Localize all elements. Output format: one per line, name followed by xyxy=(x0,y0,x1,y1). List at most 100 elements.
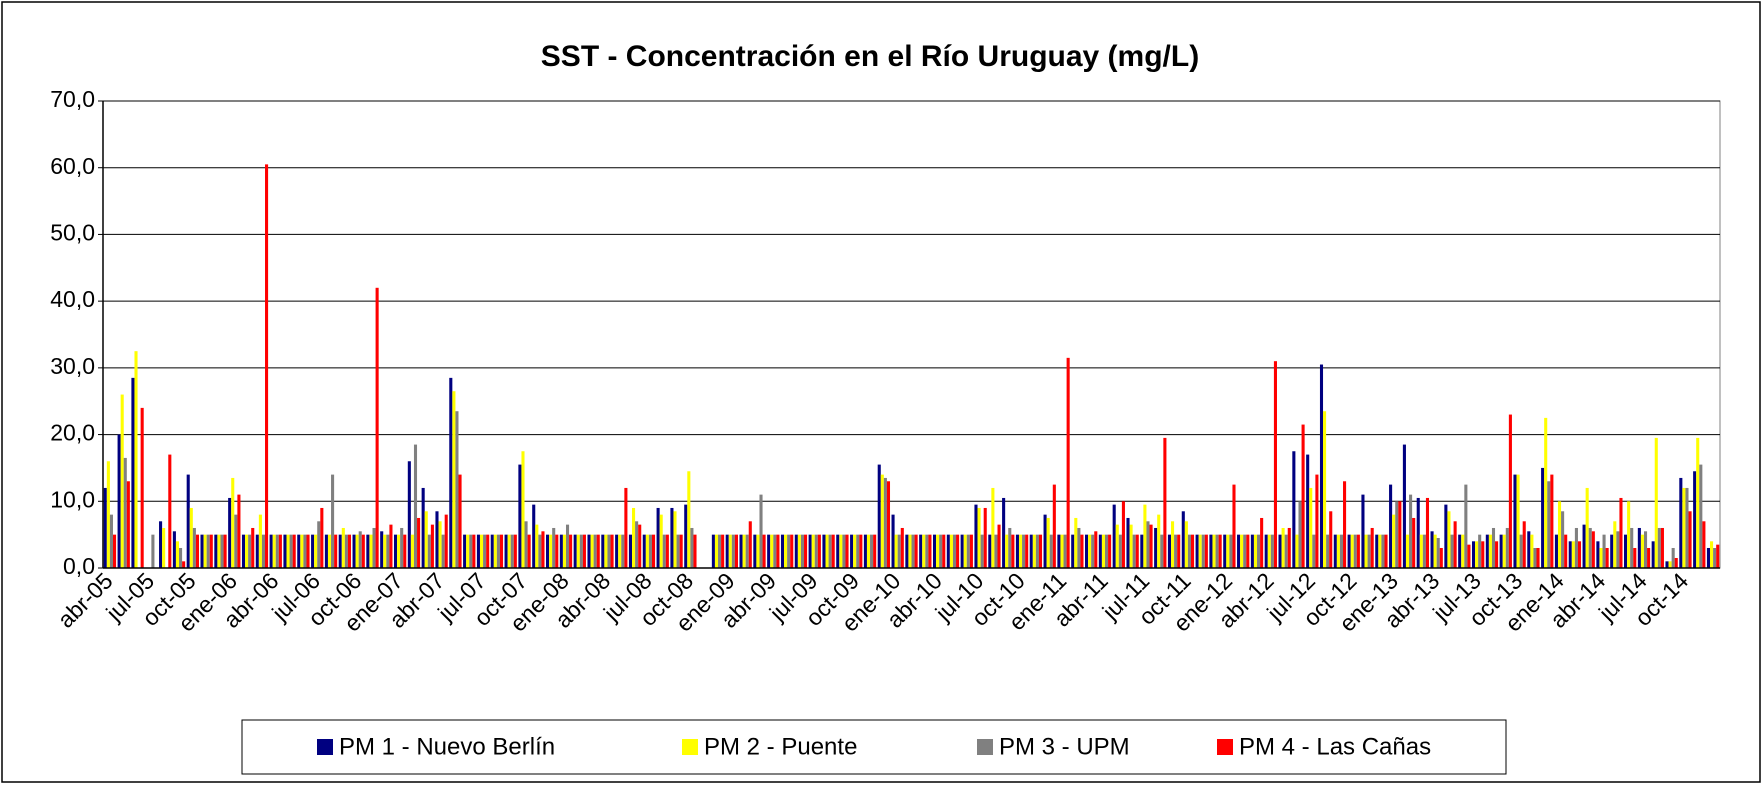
bar xyxy=(662,534,666,568)
bar xyxy=(140,407,144,568)
bar xyxy=(1651,541,1655,568)
bar xyxy=(925,534,929,568)
bar xyxy=(123,457,127,568)
bar xyxy=(1409,494,1413,568)
bar xyxy=(731,534,735,568)
bar xyxy=(1530,534,1534,568)
bar xyxy=(1471,541,1476,568)
bar xyxy=(1433,534,1437,568)
bar xyxy=(590,534,594,568)
legend-label: PM 4 - Las Cañas xyxy=(1239,733,1431,760)
bar xyxy=(1187,534,1191,568)
bar xyxy=(787,534,791,568)
bar xyxy=(1212,534,1216,568)
y-tick-label: 60,0 xyxy=(50,153,95,179)
bar xyxy=(1564,534,1568,568)
bar xyxy=(991,487,995,568)
bar xyxy=(1682,487,1686,568)
bar xyxy=(1008,527,1012,568)
bar xyxy=(1278,534,1282,568)
bar xyxy=(1378,534,1382,568)
bar xyxy=(300,534,304,568)
bar xyxy=(552,527,556,568)
bar xyxy=(1260,517,1264,568)
bar xyxy=(1508,414,1512,568)
bar xyxy=(690,527,694,568)
bar xyxy=(1333,534,1337,568)
bar xyxy=(721,534,725,568)
bar xyxy=(206,534,210,568)
bar xyxy=(1577,541,1582,568)
bar xyxy=(112,534,117,568)
bar xyxy=(1071,534,1075,568)
bar xyxy=(1339,534,1344,568)
bar xyxy=(767,534,771,568)
bar xyxy=(1550,474,1554,568)
bar xyxy=(241,534,246,568)
bar xyxy=(272,534,276,568)
bar xyxy=(507,534,511,568)
bar xyxy=(579,534,583,568)
bar xyxy=(1630,527,1634,568)
bar xyxy=(1181,511,1185,568)
bar xyxy=(828,534,832,568)
bar xyxy=(317,521,321,568)
bar xyxy=(1425,497,1430,568)
bar xyxy=(1312,534,1316,568)
bar xyxy=(1038,534,1043,568)
bar xyxy=(541,531,545,568)
bar xyxy=(1444,504,1448,568)
bar xyxy=(1060,534,1064,568)
bar xyxy=(565,524,570,568)
bar xyxy=(1160,534,1164,568)
bar xyxy=(1025,534,1029,568)
bar xyxy=(1135,534,1139,568)
bar xyxy=(856,534,860,568)
bar xyxy=(1298,501,1302,568)
bar xyxy=(1195,534,1199,568)
bar xyxy=(988,534,992,568)
bar xyxy=(693,534,697,568)
bar xyxy=(817,534,821,568)
bar xyxy=(369,534,373,568)
bar xyxy=(438,521,442,568)
bar xyxy=(1043,514,1047,568)
bar xyxy=(1375,534,1379,568)
bar xyxy=(922,534,926,568)
bar xyxy=(1544,417,1548,568)
bar xyxy=(670,507,674,568)
bar xyxy=(251,527,255,568)
bar xyxy=(441,534,445,568)
bar xyxy=(745,534,749,568)
bar xyxy=(1356,534,1360,568)
bar xyxy=(1002,497,1006,568)
y-tick-label: 50,0 xyxy=(50,220,95,246)
bar xyxy=(1522,521,1526,568)
bar xyxy=(278,534,282,568)
bar xyxy=(1246,534,1250,568)
bar xyxy=(493,534,497,568)
bar xyxy=(324,534,328,568)
bar xyxy=(286,534,290,568)
bar xyxy=(220,534,224,568)
bar xyxy=(969,534,973,568)
legend-swatch xyxy=(1217,739,1233,755)
bar xyxy=(1685,487,1689,568)
bar xyxy=(842,534,846,568)
bar xyxy=(532,504,536,568)
bar xyxy=(535,524,539,568)
bar xyxy=(980,534,984,568)
legend-box xyxy=(241,719,1507,775)
bar xyxy=(400,527,404,568)
y-tick-label: 0,0 xyxy=(63,553,95,579)
bar xyxy=(1439,547,1443,568)
bar xyxy=(1398,501,1402,568)
bar xyxy=(808,534,812,568)
bar xyxy=(320,507,324,568)
bar xyxy=(1018,534,1023,568)
bar xyxy=(380,531,384,568)
bar xyxy=(946,534,950,568)
bar xyxy=(994,534,998,568)
bar xyxy=(1336,534,1340,568)
bar xyxy=(1361,494,1365,568)
